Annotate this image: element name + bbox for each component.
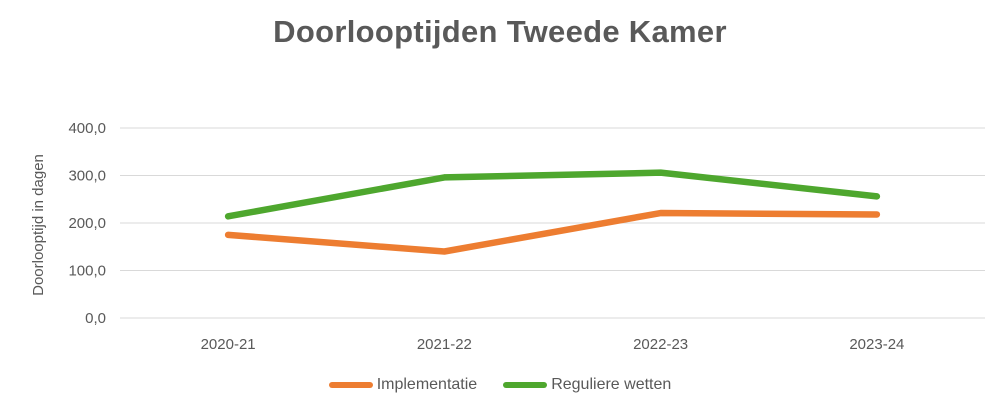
y-tick-label: 100,0	[68, 263, 106, 280]
legend-label-implementatie: Implementatie	[376, 376, 478, 393]
series-lines	[224, 169, 881, 255]
x-axis-ticks: 2020-21 2021-22 2022-23 2023-24	[201, 336, 905, 353]
y-tick-label: 400,0	[68, 120, 106, 137]
data-point[interactable]	[873, 193, 880, 200]
y-axis-title: Doorlooptijd in dagen	[30, 154, 47, 296]
x-tick-label: 2020-21	[201, 336, 256, 353]
y-tick-label: 300,0	[68, 168, 106, 185]
series-line-implementatie	[224, 209, 881, 255]
gridlines	[120, 127, 985, 319]
x-tick-label: 2021-22	[417, 336, 472, 353]
x-tick-label: 2022-23	[633, 336, 688, 353]
data-point[interactable]	[441, 174, 448, 181]
legend-item-implementatie[interactable]: Implementatie	[328, 376, 478, 394]
data-point[interactable]	[441, 248, 448, 255]
data-point[interactable]	[225, 231, 232, 238]
legend: Implementatie Reguliere wetten	[0, 376, 1000, 394]
data-point[interactable]	[657, 210, 664, 217]
legend-swatch-reguliere-wetten	[503, 382, 548, 388]
y-tick-label: 0,0	[85, 310, 106, 327]
data-point[interactable]	[873, 211, 880, 218]
legend-label-reguliere-wetten: Reguliere wetten	[551, 376, 672, 393]
data-point[interactable]	[657, 169, 664, 176]
x-tick-label: 2023-24	[849, 336, 904, 353]
legend-item-reguliere-wetten[interactable]: Reguliere wetten	[503, 376, 671, 394]
series-line-reguliere-wetten	[224, 169, 881, 220]
y-axis-ticks: 0,0 100,0 200,0 300,0 400,0	[68, 120, 106, 327]
legend-swatch-implementatie	[328, 382, 373, 388]
y-tick-label: 200,0	[68, 215, 106, 232]
chart-title: Doorlooptijden Tweede Kamer	[273, 14, 727, 49]
data-point[interactable]	[225, 213, 232, 220]
